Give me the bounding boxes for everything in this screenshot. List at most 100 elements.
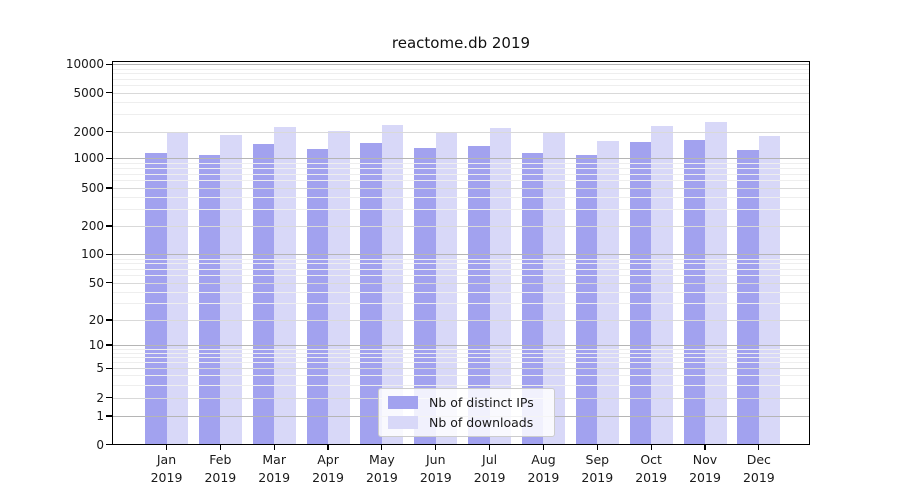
gridline bbox=[112, 64, 810, 66]
legend-row: Nb of downloads bbox=[388, 415, 545, 430]
gridline bbox=[112, 68, 810, 70]
y-tick-mark bbox=[105, 63, 112, 65]
gridline bbox=[112, 254, 810, 256]
bar-distinct-ips-apr bbox=[306, 148, 329, 445]
legend: Nb of distinct IPs Nb of downloads bbox=[378, 388, 555, 437]
gridline bbox=[112, 282, 810, 284]
bar-distinct-ips-jan bbox=[145, 152, 167, 445]
gridline bbox=[112, 173, 810, 175]
legend-row: Nb of distinct IPs bbox=[388, 395, 545, 410]
gridline bbox=[112, 209, 810, 211]
x-tick-mark bbox=[435, 444, 437, 450]
y-axis-tick-label: 200 bbox=[81, 219, 104, 233]
gridline bbox=[112, 348, 810, 350]
x-tick-mark bbox=[758, 444, 760, 450]
gridline bbox=[112, 375, 810, 377]
gridline bbox=[112, 188, 810, 189]
bar-distinct-ips-jun bbox=[414, 147, 436, 445]
bar-downloads-aug bbox=[543, 132, 565, 445]
y-axis-tick-label: 10 bbox=[88, 338, 104, 352]
gridline bbox=[112, 73, 810, 75]
legend-label-distinct-ips: Nb of distinct IPs bbox=[429, 395, 534, 410]
bar-downloads-jul bbox=[489, 128, 512, 445]
y-tick-mark bbox=[105, 157, 112, 159]
gridline bbox=[112, 362, 810, 364]
gridline bbox=[112, 268, 810, 270]
gridline bbox=[112, 158, 810, 160]
y-axis-tick-label: 2 bbox=[96, 390, 104, 405]
gridline bbox=[112, 197, 810, 199]
y-tick-mark bbox=[105, 443, 112, 446]
x-axis-tick-label: Dec 2019 bbox=[742, 451, 775, 485]
bar-distinct-ips-aug bbox=[521, 152, 544, 445]
y-axis-tick-label: 1 bbox=[96, 409, 104, 423]
x-axis-tick-label: May 2019 bbox=[365, 451, 398, 485]
gridline bbox=[112, 303, 810, 305]
legend-swatch-distinct-ips bbox=[388, 396, 418, 409]
bar-downloads-may bbox=[381, 125, 404, 445]
bar-downloads-jan bbox=[166, 132, 188, 445]
x-tick-mark bbox=[650, 444, 652, 450]
x-tick-mark bbox=[381, 444, 383, 450]
x-tick-mark bbox=[219, 444, 221, 450]
y-axis-tick-label: 2000 bbox=[73, 124, 104, 139]
gridline bbox=[112, 368, 810, 370]
x-axis-tick-label: Jan 2019 bbox=[150, 451, 183, 485]
gridline bbox=[112, 352, 810, 354]
y-axis-tick-label: 1000 bbox=[73, 151, 104, 166]
x-axis-tick-label: Aug 2019 bbox=[527, 451, 560, 485]
y-tick-mark bbox=[105, 253, 112, 255]
gridline bbox=[112, 85, 810, 87]
y-tick-mark bbox=[105, 130, 112, 133]
gridline bbox=[112, 384, 810, 386]
bar-distinct-ips-mar bbox=[252, 144, 275, 445]
y-tick-mark bbox=[105, 319, 112, 321]
legend-swatch-downloads bbox=[388, 416, 418, 429]
bar-downloads-jun bbox=[435, 133, 458, 445]
y-axis-tick-label: 50 bbox=[88, 275, 104, 290]
gridline bbox=[112, 291, 810, 293]
bar-distinct-ips-sep bbox=[575, 155, 598, 445]
chart-title: reactome.db 2019 bbox=[391, 34, 531, 52]
x-tick-mark bbox=[542, 444, 545, 450]
gridline bbox=[112, 180, 810, 182]
gridline bbox=[112, 275, 810, 277]
y-tick-mark bbox=[105, 282, 112, 284]
bar-distinct-ips-jul bbox=[468, 145, 490, 445]
y-axis-tick-label: 5 bbox=[96, 361, 104, 376]
x-axis-tick-label: Jul 2019 bbox=[473, 451, 506, 485]
x-axis-tick-label: Apr 2019 bbox=[312, 451, 344, 485]
x-tick-mark bbox=[273, 444, 275, 450]
y-axis-tick-label: 5000 bbox=[73, 85, 104, 100]
x-tick-mark bbox=[165, 444, 168, 450]
x-axis-tick-label: Feb 2019 bbox=[204, 451, 237, 485]
y-axis-tick-label: 10000 bbox=[65, 57, 104, 72]
y-axis-tick-label: 0 bbox=[96, 437, 104, 452]
y-tick-mark bbox=[105, 367, 112, 369]
gridline bbox=[112, 92, 810, 94]
gridline bbox=[112, 102, 810, 104]
x-axis-tick-label: Nov 2019 bbox=[689, 451, 721, 485]
x-tick-mark bbox=[596, 444, 598, 450]
gridline bbox=[112, 320, 810, 321]
x-axis-tick-label: Sep 2019 bbox=[581, 451, 614, 485]
gridline bbox=[112, 167, 810, 169]
bar-distinct-ips-feb bbox=[198, 154, 221, 445]
bar-downloads-feb bbox=[220, 135, 242, 445]
bar-downloads-dec bbox=[758, 136, 781, 445]
y-tick-mark bbox=[105, 344, 112, 346]
gridline bbox=[112, 78, 810, 80]
gridline bbox=[112, 131, 810, 133]
gridline bbox=[112, 226, 810, 227]
gridline bbox=[112, 345, 810, 346]
gridline bbox=[112, 114, 810, 116]
gridline bbox=[112, 356, 810, 358]
bar-distinct-ips-dec bbox=[737, 149, 759, 445]
x-axis-tick-label: Jun 2019 bbox=[419, 451, 452, 485]
y-tick-mark bbox=[105, 187, 112, 189]
y-tick-mark bbox=[105, 397, 112, 399]
x-tick-mark bbox=[489, 444, 491, 450]
y-tick-mark bbox=[105, 415, 112, 417]
legend-label-downloads: Nb of downloads bbox=[429, 415, 534, 430]
